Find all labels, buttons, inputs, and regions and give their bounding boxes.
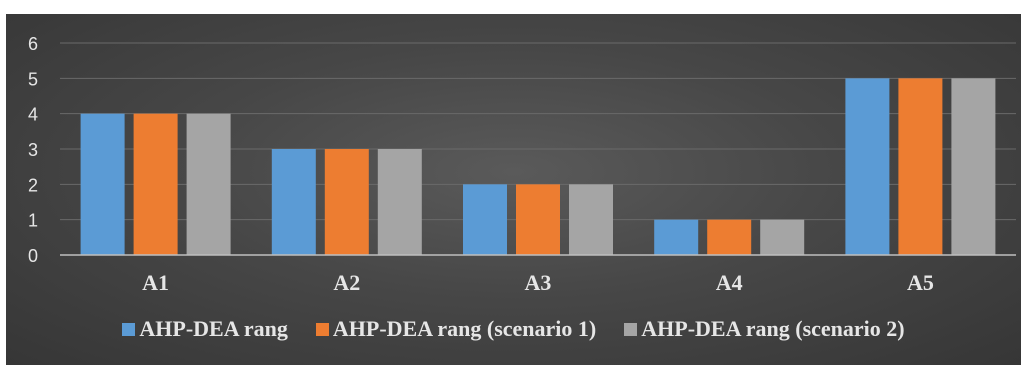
bar-a4-series-3 [760,219,805,255]
legend-swatch [315,322,329,336]
bar-a3-series-1 [463,184,507,255]
bar-a4-series-1 [654,219,699,255]
y-tick-label: 1 [28,211,38,231]
legend-item-2: AHP-DEA rang (scenario 1) [315,316,597,342]
x-tick-label: A1 [142,270,169,295]
bar-a1-series-2 [133,113,178,256]
bar-a2-series-3 [377,149,422,255]
y-tick-label: 5 [28,69,38,89]
x-tick-label: A5 [907,270,934,295]
bar-a2-series-1 [271,149,316,255]
bar-a5-series-2 [898,78,943,255]
bar-a1-series-3 [186,113,231,256]
y-tick-label: 6 [28,34,38,54]
y-tick-label: 0 [28,246,38,266]
y-tick-label: 3 [28,140,38,160]
bar-a1-series-1 [80,113,125,256]
bar-chart: 0 1 2 3 4 5 6 A1 A2 A3 A4 A5 [28,34,1016,295]
bar-a2-series-2 [324,149,369,255]
legend-label: AHP-DEA rang (scenario 2) [641,316,905,341]
x-tick-label: A4 [716,270,743,295]
legend-label: AHP-DEA rang [139,316,288,341]
bar-a4-series-2 [707,219,752,255]
bar-a3-series-2 [516,184,560,255]
y-tick-label: 4 [28,105,38,125]
x-tick-label: A3 [525,270,552,295]
bar-a5-series-1 [845,78,890,255]
legend-item-1: AHP-DEA rang [122,316,288,342]
y-tick-label: 2 [28,175,38,195]
bar-a3-series-3 [569,184,613,255]
bar-a5-series-3 [951,78,996,255]
legend-swatch [624,322,638,336]
legend: AHP-DEA rang AHP-DEA rang (scenario 1) AHP… [6,314,1021,344]
x-tick-label: A2 [333,270,360,295]
legend-swatch [122,322,136,336]
legend-label: AHP-DEA rang (scenario 1) [332,316,597,341]
chart-area: 0 1 2 3 4 5 6 A1 A2 A3 A4 A5 AHP-DEA rang AHP-DEA ra… [6,14,1021,365]
legend-item-3: AHP-DEA rang (scenario 2) [624,316,905,342]
